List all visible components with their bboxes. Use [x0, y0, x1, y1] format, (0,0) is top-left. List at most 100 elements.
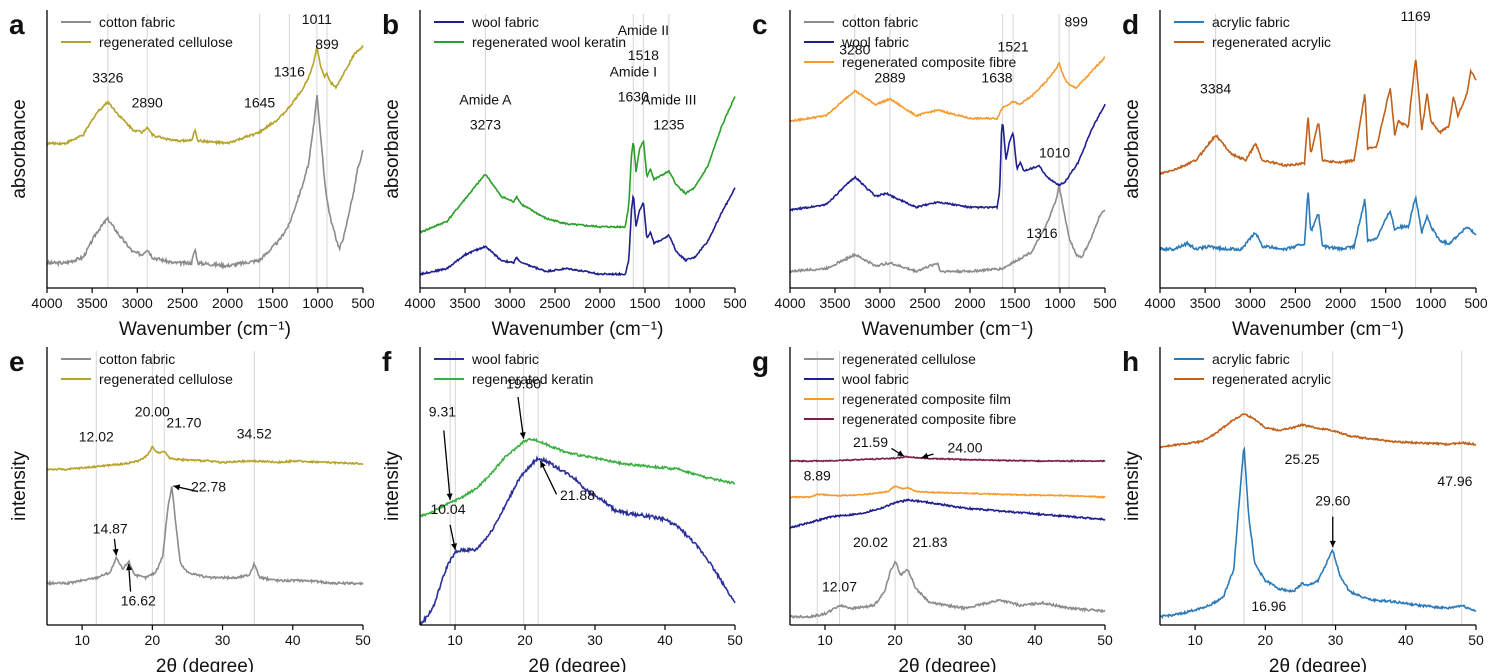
peak-annotation: 20.00	[135, 404, 170, 420]
legend-label: regenerated acrylic	[1212, 34, 1331, 50]
legend-label: cotton fabric	[99, 14, 175, 30]
peak-annotation: 16.96	[1251, 598, 1286, 614]
peak-annotation: 3326	[92, 69, 123, 85]
series-line-regenerated-composite-fibre	[790, 456, 1105, 461]
panel-e: 10 20 30 40 50 2θ (degree) intensity e cotton fa…	[9, 346, 371, 672]
x-tick-label: 30	[587, 632, 603, 648]
peak-annotation: 899	[1065, 14, 1089, 30]
y-axis-title: intensity	[9, 451, 30, 521]
x-axis-title: 2θ (degree)	[156, 656, 254, 672]
peak-annotation: 3280	[839, 41, 870, 57]
legend-label: regenerated cellulose	[99, 34, 233, 50]
panel-g: 10 20 30 40 50 2θ (degree) g regenerated cellul…	[752, 346, 1113, 672]
peak-annotation: 24.00	[947, 440, 982, 456]
peak-annotation: 20.02	[853, 534, 888, 550]
panel-c: 4000 3500 3000 2500 2000 1500 1000 500Wavenumbe…	[752, 9, 1117, 340]
x-tick-label: 500	[1464, 295, 1488, 311]
x-tick-label: 20	[1258, 632, 1274, 648]
peak-annotation: 9.31	[429, 404, 456, 420]
peak-annotation: 1010	[1039, 144, 1070, 160]
y-axis-title: absorbance	[1122, 99, 1143, 198]
series-line-regenerated-composite-film	[790, 486, 1105, 498]
peak-annotation: 1638	[981, 69, 1012, 85]
x-tick-label: 10	[1187, 632, 1203, 648]
annotation-arrow	[518, 397, 524, 439]
x-tick-label: 3500	[819, 295, 850, 311]
x-axis-title: 2θ (degree)	[898, 656, 996, 672]
x-tick-label: 2000	[954, 295, 985, 311]
x-tick-label: 500	[1093, 295, 1117, 311]
x-tick-label: 3500	[449, 295, 480, 311]
panel-b: 4000 3500 3000 2500 2000 1500 1000 500 Wavenumbe…	[382, 9, 747, 340]
series-line-regenerated-wool-keratin	[420, 97, 735, 233]
x-tick-label: 40	[1027, 632, 1043, 648]
series-line-regenerated-cellulose	[47, 45, 363, 144]
annotation-arrowhead	[451, 543, 457, 550]
peak-annotation: 21.83	[912, 534, 947, 550]
panel-h: 10 20 30 40 50 2θ (degree) intensity h acrylic f…	[1122, 346, 1484, 672]
peak-annotation: 10.04	[430, 501, 465, 517]
x-axis-title: 2θ (degree)	[528, 656, 626, 672]
x-tick-label: 1000	[1415, 295, 1446, 311]
series-line-regenerated-acrylic	[1160, 414, 1476, 448]
x-tick-label: 3000	[864, 295, 895, 311]
annotation-arrowhead	[173, 484, 180, 490]
x-tick-label: 2000	[212, 295, 243, 311]
series-line-cotton-fabric	[47, 95, 363, 267]
annotation-arrow	[444, 430, 450, 500]
x-tick-label: 4000	[1144, 295, 1175, 311]
x-tick-label: 1000	[674, 295, 705, 311]
legend-label: wool fabric	[471, 351, 539, 367]
peak-annotation: 1316	[1026, 225, 1057, 241]
x-tick-label: 50	[355, 632, 371, 648]
legend-label: cotton fabric	[842, 14, 918, 30]
panel-f: 10 20 30 40 502θ (degree)intensityf wool fabr…	[382, 346, 743, 672]
peak-annotation: Amide II	[618, 22, 669, 38]
x-tick-label: 3000	[122, 295, 153, 311]
series-line-regenerated-acrylic	[1160, 60, 1476, 174]
panel-letter: d	[1122, 9, 1139, 40]
x-tick-label: 20	[517, 632, 533, 648]
x-tick-label: 1500	[1370, 295, 1401, 311]
x-tick-label: 2500	[1280, 295, 1311, 311]
x-tick-label: 3000	[494, 295, 525, 311]
peak-annotation: 34.52	[237, 426, 272, 442]
x-tick-label: 10	[817, 632, 833, 648]
x-tick-label: 1000	[1044, 295, 1075, 311]
x-tick-label: 30	[215, 632, 231, 648]
legend-label: acrylic fabric	[1212, 351, 1290, 367]
peak-annotation: 3273	[470, 117, 501, 133]
peak-annotation: 12.07	[822, 579, 857, 595]
peak-annotation: Amide III	[641, 92, 696, 108]
peak-annotation: Amide I	[610, 64, 657, 80]
series-line-acrylic-fabric	[1160, 449, 1476, 617]
peak-annotation: 25.25	[1285, 451, 1320, 467]
peak-annotation: 21.70	[166, 415, 201, 431]
x-tick-label: 2500	[167, 295, 198, 311]
x-tick-label: 4000	[404, 295, 435, 311]
legend-label: regenerated composite fibre	[842, 411, 1017, 427]
x-tick-label: 20	[145, 632, 161, 648]
peak-annotation: 1011	[302, 11, 332, 27]
x-tick-label: 3500	[1190, 295, 1221, 311]
peak-annotation: 14.87	[93, 520, 128, 536]
x-tick-label: 500	[351, 295, 375, 311]
x-tick-label: 30	[1328, 632, 1344, 648]
x-tick-label: 3500	[77, 295, 108, 311]
peak-annotation: 29.60	[1315, 492, 1350, 508]
legend-label: cotton fabric	[99, 351, 175, 367]
x-tick-label: 10	[447, 632, 463, 648]
x-tick-label: 1000	[302, 295, 333, 311]
annotation-arrowhead	[447, 493, 453, 500]
y-axis-title: absorbance	[9, 99, 30, 198]
panel-d: 4000 3500 3000 2500 2000 1500 1000 500Wavenumbe…	[1122, 8, 1488, 340]
peak-annotation: 899	[315, 36, 339, 52]
peak-annotation: 21.88	[560, 487, 595, 503]
legend-label: acrylic fabric	[1212, 14, 1290, 30]
panel-letter: f	[382, 346, 392, 377]
legend-label: wool fabric	[471, 14, 539, 30]
x-tick-label: 40	[657, 632, 673, 648]
peak-annotation: 2889	[874, 69, 905, 85]
peak-annotation: 22.78	[191, 479, 226, 495]
